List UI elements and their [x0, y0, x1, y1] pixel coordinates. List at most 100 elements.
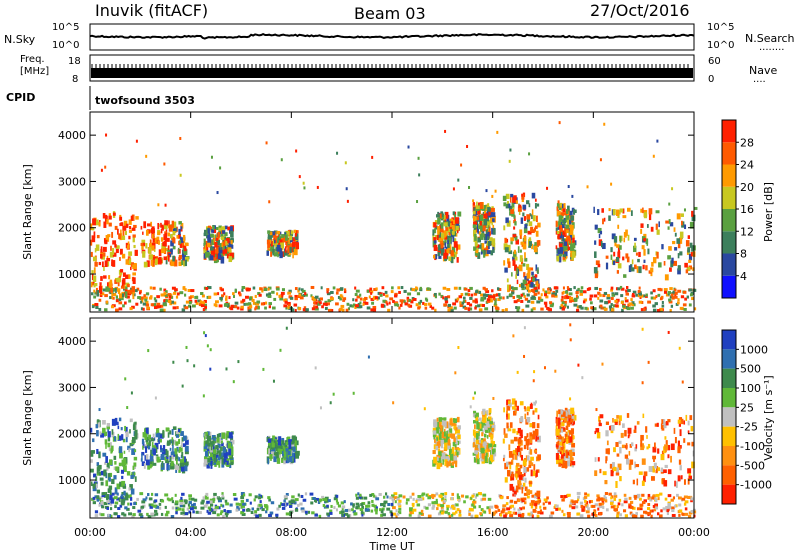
echo-cell: [266, 293, 270, 297]
echo-cell: [514, 450, 519, 457]
echo-cell: [261, 289, 264, 293]
echo-cell: [485, 231, 490, 239]
echo-cell: [134, 449, 137, 453]
echo-cell: [574, 500, 579, 504]
echo-cell: [188, 494, 192, 498]
echo-cell: [558, 215, 562, 223]
echo-cell: [375, 497, 380, 501]
echo-cell: [206, 500, 210, 504]
echo-cell: [107, 431, 111, 438]
echo-cell: [661, 300, 664, 304]
echo-cell: [380, 513, 384, 517]
echo-cell: [557, 200, 560, 204]
echo-cell: [161, 304, 164, 308]
echo-cell: [213, 437, 218, 442]
echo-cell: [678, 417, 683, 422]
echo-cell: [340, 510, 345, 514]
echo-cell: [609, 425, 613, 431]
echo-cell: [634, 461, 636, 469]
echo-cell: [519, 229, 523, 236]
echo-cell: [481, 243, 485, 250]
echo-cell: [393, 496, 398, 500]
echo-cell: [475, 444, 478, 450]
echo-cell: [158, 502, 162, 506]
echo-cell: [532, 215, 536, 222]
echo-cell: [335, 499, 338, 503]
echo-cell: [475, 245, 478, 251]
echo-cell: [276, 436, 280, 440]
echo-cell: [242, 508, 246, 512]
echo-cell: [530, 469, 533, 477]
echo-cell: [319, 297, 323, 301]
echo-cell: [240, 300, 245, 304]
freq-label-1: Freq.: [20, 54, 45, 65]
echo-cell: [203, 303, 208, 307]
echo-cell: [560, 428, 564, 433]
echo-cell: [103, 246, 107, 252]
echo-cell: [203, 229, 207, 233]
echo-cell: [335, 302, 339, 306]
echo-cell: [166, 237, 170, 242]
echo-cell: [444, 510, 448, 514]
echo-cell: [279, 239, 284, 243]
echo-cell: [561, 446, 564, 450]
echo-cell: [632, 479, 635, 485]
colorbar-segment: [722, 275, 736, 298]
echo-cell: [627, 234, 630, 241]
echo-cell: [691, 441, 694, 447]
echo-cell: [162, 445, 166, 452]
echo-cell: [177, 465, 180, 471]
echo-cell: [107, 442, 111, 448]
echo-cell: [652, 504, 657, 508]
echo-cell: [630, 267, 635, 272]
echo-cell: [281, 503, 286, 507]
echo-cell: [567, 246, 571, 251]
echo-cell: [101, 261, 104, 268]
echo-cell: [486, 298, 491, 302]
echo-cell: [98, 451, 101, 459]
echo-cell: [169, 447, 172, 451]
echo-cell: [416, 292, 421, 296]
echo-cell: [520, 454, 524, 461]
echo-cell: [472, 224, 477, 228]
echo-cell: [149, 286, 153, 290]
echo-cell: [128, 512, 132, 516]
echo-cell: [399, 299, 404, 303]
echo-cell: [240, 491, 245, 495]
echo-cell: [359, 293, 362, 297]
echo-cell: [562, 438, 566, 443]
echo-cell: [516, 370, 519, 374]
echo-cell: [442, 296, 445, 300]
echo-cell: [535, 289, 539, 293]
echo-cell: [565, 224, 570, 229]
echo-cell: [224, 449, 228, 454]
echo-cell: [184, 439, 189, 445]
echo-cell: [221, 492, 224, 496]
echo-cell: [108, 477, 111, 482]
echo-cell: [106, 463, 109, 468]
echo-cell: [518, 204, 522, 208]
echo-cell: [673, 295, 678, 299]
echo-cell: [181, 437, 184, 442]
echo-cell: [134, 434, 138, 440]
echo-cell: [614, 240, 617, 247]
echo-cell: [140, 307, 144, 311]
echo-cell: [182, 443, 187, 447]
echo-cell: [107, 488, 112, 493]
echo-cell: [120, 285, 125, 289]
echo-cell: [522, 263, 526, 267]
echo-cell: [132, 234, 136, 238]
echo-cell: [449, 418, 453, 426]
echo-cell: [298, 175, 301, 179]
echo-cell: [290, 245, 294, 253]
echo-cell: [114, 461, 117, 465]
echo-cell: [204, 307, 207, 311]
echo-cell: [149, 254, 153, 260]
echo-cell: [512, 296, 515, 300]
echo-cell: [650, 291, 653, 295]
echo-cell: [610, 505, 615, 509]
echo-cell: [513, 405, 516, 410]
echo-cell: [140, 242, 144, 247]
echo-cell: [164, 505, 167, 509]
echo-cell: [289, 235, 293, 241]
